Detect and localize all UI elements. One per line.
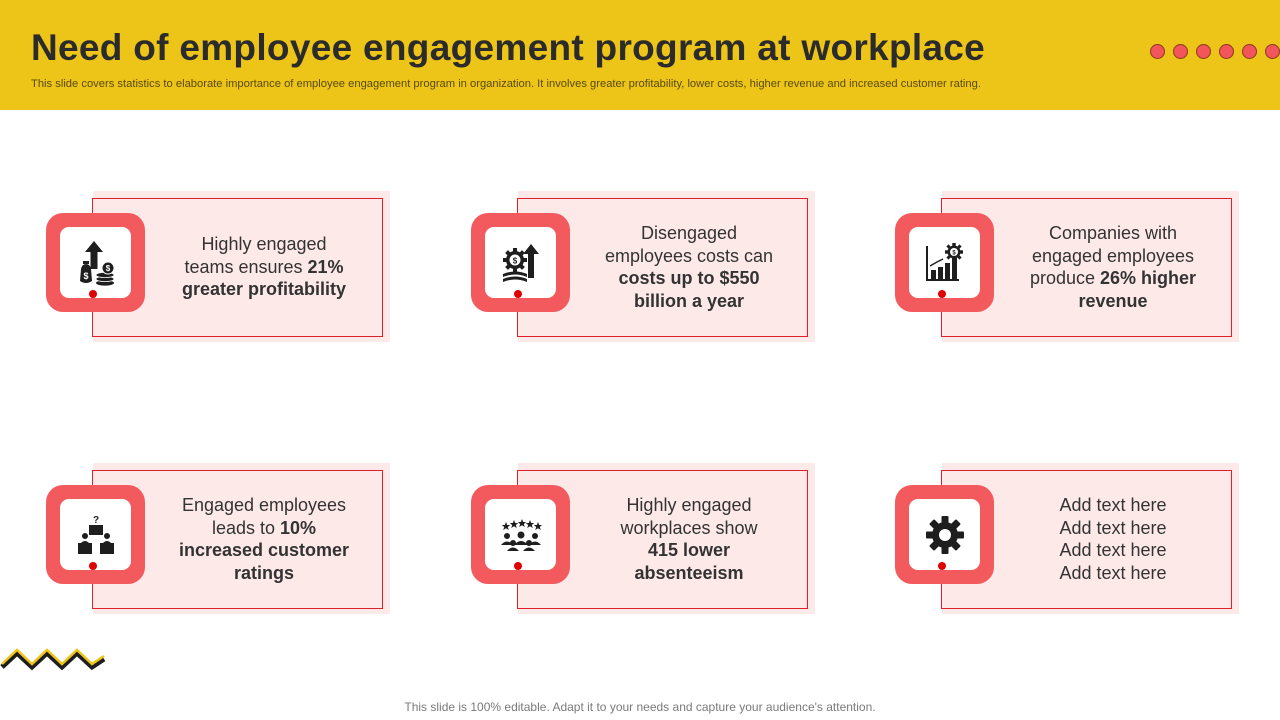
team-stars-icon [500, 518, 542, 551]
card-text: Add text here Add text here Add text her… [1003, 470, 1223, 608]
dot-5 [1242, 44, 1257, 59]
slide-title: Need of employee engagement program at w… [31, 27, 986, 68]
svg-text:$: $ [105, 264, 110, 273]
card-icon-box [895, 485, 994, 584]
svg-text:$: $ [83, 271, 88, 281]
card-icon-box [471, 485, 570, 584]
card-line: increased customer [178, 540, 350, 560]
card-line: teams ensures 21% [184, 256, 344, 277]
svg-text:?: ? [92, 515, 98, 526]
dot-4 [1219, 44, 1234, 59]
card-text: Companies with engaged employees produce… [1003, 198, 1223, 336]
card-pin [89, 290, 97, 298]
card-icon-box: $ [471, 213, 570, 312]
money-growth-icon: $ $ [79, 240, 114, 286]
card-line: Highly engaged [626, 495, 752, 515]
dot-2 [1173, 44, 1188, 59]
card-icon-box: $ $ [46, 213, 145, 312]
dot-6 [1265, 44, 1280, 59]
card-line: Companies with [1048, 223, 1178, 243]
card-icon-box: ? [46, 485, 145, 584]
card-line: Disengaged [640, 223, 738, 243]
card-line: employees costs can [604, 245, 774, 266]
card-line: revenue [1078, 290, 1148, 311]
card-line: workplaces show [620, 517, 758, 538]
card-text: Engaged employees leads to 10% increased… [154, 470, 374, 608]
card-icon-box: $ [895, 213, 994, 312]
cost-growth-icon: $ [502, 243, 539, 282]
card-text: Highly engaged workplaces show 415 lower… [579, 470, 799, 608]
card-line: billion a year [633, 290, 745, 311]
card-line: 415 lower [647, 540, 731, 560]
card-pin [514, 290, 522, 298]
dot-3 [1196, 44, 1211, 59]
card-line: produce 26% higher [1029, 268, 1197, 288]
svg-text:$: $ [952, 250, 956, 256]
stat-card-revenue: $ Companies with engaged employees produ… [895, 191, 1239, 342]
slide-subtitle: This slide covers statistics to elaborat… [31, 78, 981, 90]
stat-card-profitability: $ $ Highly engaged teams ensures 21% gre… [46, 191, 390, 342]
decorative-zigzag [0, 648, 106, 671]
card-line: Highly engaged [201, 234, 327, 255]
card-line: Add text here [1059, 540, 1167, 560]
card-line: leads to 10% [211, 517, 317, 538]
card-pin [938, 562, 946, 570]
card-line: absenteeism [634, 562, 744, 583]
card-text: Disengaged employees costs can costs up … [579, 198, 799, 336]
card-pin [514, 562, 522, 570]
stat-card-costs: $ Disengaged employees costs can costs u… [471, 191, 815, 342]
card-line: Add text here [1059, 495, 1167, 515]
slide-footer: This slide is 100% editable. Adapt it to… [404, 700, 876, 714]
card-pin [938, 290, 946, 298]
card-pin [89, 562, 97, 570]
stat-card-absenteeism: Highly engaged workplaces show 415 lower… [471, 463, 815, 614]
dot-1 [1150, 44, 1165, 59]
card-line: ratings [233, 562, 294, 583]
card-text: Highly engaged teams ensures 21% greater… [154, 198, 374, 336]
header-bar: Need of employee engagement program at w… [0, 0, 1280, 110]
stat-card-placeholder: Add text here Add text here Add text her… [895, 463, 1239, 614]
customer-rating-icon: ? [77, 515, 114, 554]
card-line: Add text here [1059, 562, 1167, 583]
stat-card-customer-ratings: ? Engaged employees leads to 10% increas… [46, 463, 390, 614]
card-line: greater profitability [181, 279, 347, 300]
svg-text:$: $ [512, 256, 517, 265]
card-line: Add text here [1059, 517, 1167, 538]
card-line: Engaged employees [181, 495, 347, 515]
revenue-chart-icon: $ [925, 242, 963, 281]
gear-icon [925, 515, 964, 554]
card-line: engaged employees [1031, 245, 1195, 266]
card-line: costs up to $550 [618, 268, 760, 288]
